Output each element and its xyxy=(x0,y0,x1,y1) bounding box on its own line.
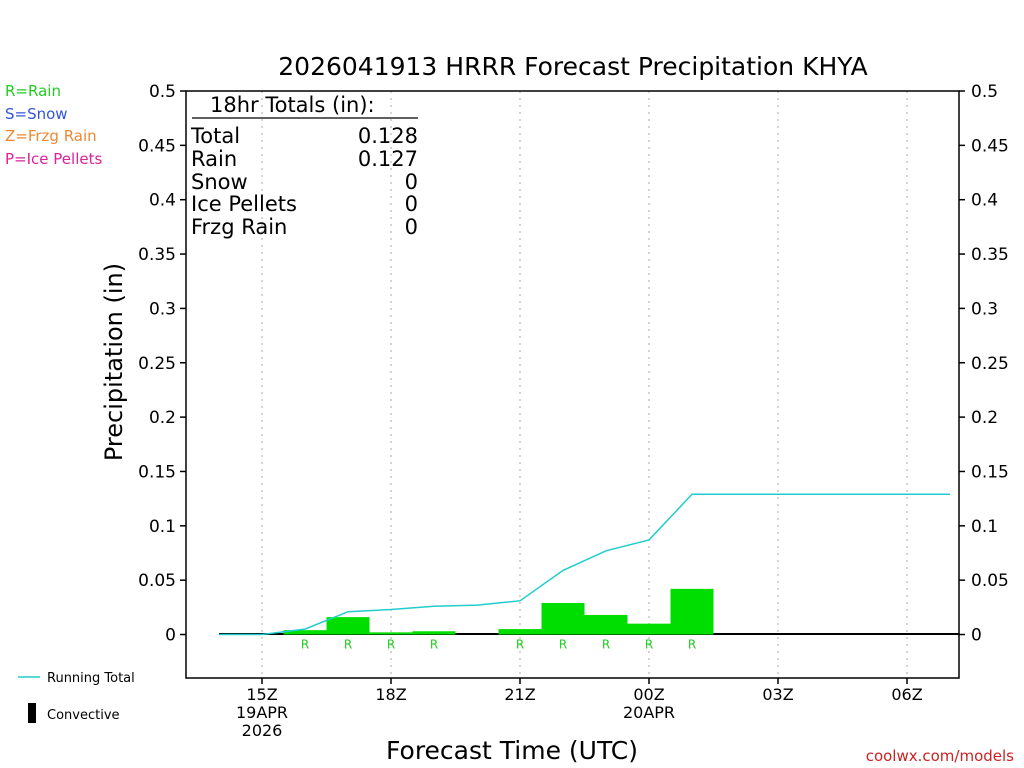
convective-legend-label: Convective xyxy=(47,708,120,723)
totals-label-snow: Snow xyxy=(191,170,248,194)
y-tick-label-right: 0.2 xyxy=(971,408,998,428)
totals-label-total: Total xyxy=(190,124,240,148)
y-tick-label-right: 0.1 xyxy=(971,517,998,537)
running-total-legend-label: Running Total xyxy=(47,671,135,686)
y-tick-label-left: 0.1 xyxy=(149,517,176,537)
y-axis: 0.5 0.5 0.45 0.45 0.4 0.4 0.35 0.35 0.3 0.3 0.25 0.… xyxy=(138,82,1009,646)
legend-frzg-rain: Z=Frzg Rain xyxy=(5,127,97,145)
totals-header: 18hr Totals (in): xyxy=(210,93,375,117)
y-tick-label-right: 0.05 xyxy=(971,571,1009,591)
x-tick-label: 19APR xyxy=(236,703,288,722)
x-tick-label: 03Z xyxy=(762,685,793,704)
y-tick-label-left: 0.3 xyxy=(149,299,176,319)
running-total-line xyxy=(219,493,950,636)
x-tick-label: 18Z xyxy=(375,685,406,704)
totals-panel: 18hr Totals (in): Total 0.128 Rain 0.127… xyxy=(190,93,418,239)
convective-swatch xyxy=(28,703,36,723)
series-legend: Running Total Convective xyxy=(18,671,135,723)
y-tick-label-left: 0.05 xyxy=(138,571,176,591)
precip-type-label: R xyxy=(344,638,352,652)
precip-bar xyxy=(498,629,542,635)
precip-bar xyxy=(627,623,671,635)
y-tick-label-right: 0.25 xyxy=(971,354,1009,374)
x-tick-label: 20APR xyxy=(623,703,675,722)
y-tick-label-left: 0.5 xyxy=(149,82,176,102)
precip-bar xyxy=(369,632,413,635)
credit-text: coolwx.com/models xyxy=(866,747,1014,765)
precip-type-label: R xyxy=(559,638,567,652)
y-tick-label-right: 0.4 xyxy=(971,191,998,211)
y-tick-label-right: 0.15 xyxy=(971,462,1009,482)
x-tick-label: 00Z xyxy=(633,685,664,704)
x-tick-label: 21Z xyxy=(504,685,535,704)
totals-value-total: 0.128 xyxy=(358,124,418,148)
precip-bar xyxy=(541,602,585,635)
precip-bar xyxy=(326,617,370,635)
totals-label-rain: Rain xyxy=(191,147,237,171)
totals-label-frzg-rain: Frzg Rain xyxy=(191,215,287,239)
y-tick-label-left: 0.25 xyxy=(138,354,176,374)
precip-bar xyxy=(670,588,714,635)
y-tick-label-right: 0.5 xyxy=(971,82,998,102)
y-tick-label-left: 0.35 xyxy=(138,245,176,265)
legend-rain: R=Rain xyxy=(5,82,61,100)
precip-bars xyxy=(283,588,714,635)
plot-frame xyxy=(185,90,960,679)
precip-type-label: R xyxy=(645,638,653,652)
precip-type-label: R xyxy=(602,638,610,652)
precip-bar xyxy=(283,630,327,635)
y-tick-label-right: 0.35 xyxy=(971,245,1009,265)
y-tick-label-right: 0.3 xyxy=(971,299,998,319)
y-axis-label: Precipitation (in) xyxy=(100,263,128,461)
y-tick-label-right: 0.45 xyxy=(971,136,1009,156)
legend-ice-pellets: P=Ice Pellets xyxy=(5,150,102,168)
y-tick-label-left: 0.45 xyxy=(138,136,176,156)
totals-value-rain: 0.127 xyxy=(358,147,418,171)
y-tick-label-left: 0 xyxy=(165,626,176,646)
precip-bar xyxy=(412,631,456,635)
totals-value-ice-pellets: 0 xyxy=(405,192,418,216)
totals-value-snow: 0 xyxy=(405,170,418,194)
precip-type-label: R xyxy=(516,638,524,652)
y-tick-label-left: 0.2 xyxy=(149,408,176,428)
precip-type-label: R xyxy=(301,638,309,652)
precip-type-label: R xyxy=(430,638,438,652)
precip-type-label: R xyxy=(688,638,696,652)
x-tick-label: 06Z xyxy=(891,685,922,704)
legend-snow: S=Snow xyxy=(5,105,68,123)
y-tick-label-left: 0.15 xyxy=(138,462,176,482)
vertical-gridlines xyxy=(261,91,908,678)
totals-label-ice-pellets: Ice Pellets xyxy=(191,192,297,216)
precip-bar xyxy=(584,614,628,635)
chart-title: 2026041913 HRRR Forecast Precipitation K… xyxy=(278,52,867,81)
y-tick-label-right: 0 xyxy=(971,626,982,646)
precip-type-legend: R=Rain S=Snow Z=Frzg Rain P=Ice Pellets xyxy=(5,82,102,168)
x-tick-label: 2026 xyxy=(242,721,283,740)
x-axis-label: Forecast Time (UTC) xyxy=(386,736,638,765)
x-tick-label: 15Z xyxy=(246,685,277,704)
y-tick-label-left: 0.4 xyxy=(149,191,176,211)
precip-type-label: R xyxy=(387,638,395,652)
totals-value-frzg-rain: 0 xyxy=(405,215,418,239)
